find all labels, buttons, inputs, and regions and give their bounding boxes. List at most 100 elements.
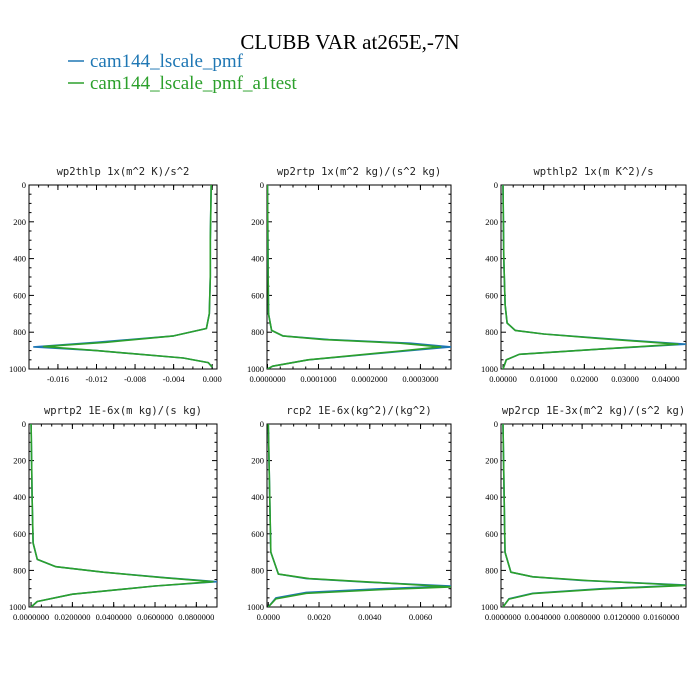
y-tick-label: 800 xyxy=(251,327,264,337)
series-line-2 xyxy=(502,185,679,369)
panel-title: wp2thlp 1x(m^2 K)/s^2 xyxy=(57,166,190,178)
x-tick-label: 0.0800000 xyxy=(178,612,214,622)
series-line-2 xyxy=(267,185,442,369)
x-tick-label: 0.000 xyxy=(203,374,222,384)
panel-title: wp2rcp 1E-3x(m^2 kg)/(s^2 kg) xyxy=(502,405,685,417)
series-line-1 xyxy=(502,185,686,369)
series-group xyxy=(32,185,213,368)
y-tick-label: 1000 xyxy=(9,364,26,374)
y-tick-label: 1000 xyxy=(481,364,498,374)
y-tick-label: 600 xyxy=(485,529,498,539)
y-tick-label: 800 xyxy=(13,327,26,337)
panel-3: wpthlp2 1x(m K^2)/s 0 200 400 600 800 10000.00… xyxy=(481,166,687,384)
series-group xyxy=(30,424,217,607)
y-tick-label: 600 xyxy=(13,529,26,539)
y-tick-label: 400 xyxy=(485,254,498,264)
y-tick-label: 200 xyxy=(251,456,264,466)
y-tick-label: 800 xyxy=(485,327,498,337)
x-tick-label: 0.0600000 xyxy=(137,612,173,622)
panels: wp2thlp 1x(m^2 K)/s^2 0 200 400 600 800 1000 -0… xyxy=(9,166,687,622)
y-tick-label: 200 xyxy=(13,217,26,227)
x-tick-label: 0.0160000 xyxy=(643,612,679,622)
x-tick-label: 0.0003000 xyxy=(402,374,438,384)
panel-2: wp2rtp 1x(m^2 kg)/(s^2 kg) 0 200 400 600 800 1… xyxy=(247,166,452,384)
x-tick-label: 0.0040 xyxy=(358,612,381,622)
series-line-1 xyxy=(267,424,451,607)
y-tick-label: 400 xyxy=(251,254,264,264)
panel-6: wp2rcp 1E-3x(m^2 kg)/(s^2 kg) 0 200 400 600 8… xyxy=(481,405,687,622)
panel-title: wpthlp2 1x(m K^2)/s xyxy=(533,166,653,178)
y-tick-label: 600 xyxy=(485,290,498,300)
x-tick-label: -0.012 xyxy=(86,374,108,384)
x-tick-label: -0.008 xyxy=(124,374,146,384)
panel-1: wp2thlp 1x(m^2 K)/s^2 0 200 400 600 800 1000 -0… xyxy=(9,166,222,384)
x-tick-label: 0.04000 xyxy=(652,374,680,384)
x-tick-label: 0.0200000 xyxy=(54,612,90,622)
legend-label-2: cam144_lscale_pmf_a1test xyxy=(90,73,298,94)
series-line-1 xyxy=(32,185,213,368)
x-tick-label: 0.02000 xyxy=(571,374,599,384)
y-tick-label: 1000 xyxy=(247,602,264,612)
series-group xyxy=(502,424,686,607)
panel-title: rcp2 1E-6x(kg^2)/(kg^2) xyxy=(286,405,431,417)
y-tick-label: 200 xyxy=(13,456,26,466)
panel-title: wp2rtp 1x(m^2 kg)/(s^2 kg) xyxy=(277,166,441,178)
y-tick-label: 400 xyxy=(485,492,498,502)
y-tick-label: 1000 xyxy=(9,602,26,612)
x-tick-label: 0.0040000 xyxy=(524,612,560,622)
legend: cam144_lscale_pmf cam144_lscale_pmf_a1te… xyxy=(68,51,298,94)
series-group xyxy=(267,424,451,607)
y-tick-label: 0 xyxy=(260,180,264,190)
y-tick-label: 200 xyxy=(251,217,264,227)
x-tick-label: -0.016 xyxy=(47,374,69,384)
y-tick-label: 400 xyxy=(251,492,264,502)
y-tick-label: 600 xyxy=(251,529,264,539)
plot-frame xyxy=(266,423,452,608)
series-group xyxy=(502,185,686,369)
x-tick-label: 0.0000000 xyxy=(13,612,49,622)
series-group xyxy=(267,185,451,369)
x-tick-label: 0.0060 xyxy=(409,612,432,622)
figure-title: CLUBB VAR at265E,-7N xyxy=(240,30,459,54)
x-tick-label: 0.0000000 xyxy=(485,612,521,622)
series-line-2 xyxy=(42,185,213,368)
y-tick-label: 200 xyxy=(485,456,498,466)
series-line-2 xyxy=(267,424,451,607)
panel-5: rcp2 1E-6x(kg^2)/(kg^2) 0 200 400 600 800 1000… xyxy=(247,405,452,622)
plot-frame xyxy=(500,423,687,608)
y-tick-label: 200 xyxy=(485,217,498,227)
y-tick-label: 0 xyxy=(22,419,26,429)
y-tick-label: 0 xyxy=(494,180,498,190)
y-tick-label: 400 xyxy=(13,492,26,502)
x-tick-label: 0.01000 xyxy=(530,374,558,384)
y-tick-label: 0 xyxy=(22,180,26,190)
series-line-2 xyxy=(502,424,686,607)
x-tick-label: 0.0000000 xyxy=(249,374,285,384)
x-tick-label: 0.0020 xyxy=(307,612,330,622)
y-tick-label: 600 xyxy=(251,290,264,300)
y-tick-label: 0 xyxy=(494,419,498,429)
y-tick-label: 0 xyxy=(260,419,264,429)
legend-label-1: cam144_lscale_pmf xyxy=(90,51,244,72)
series-line-2 xyxy=(30,424,214,607)
y-tick-label: 800 xyxy=(13,565,26,575)
x-tick-label: 0.03000 xyxy=(611,374,639,384)
y-tick-label: 800 xyxy=(251,565,264,575)
y-tick-label: 600 xyxy=(13,290,26,300)
y-tick-label: 400 xyxy=(13,254,26,264)
x-tick-label: 0.0120000 xyxy=(604,612,640,622)
y-tick-label: 800 xyxy=(485,565,498,575)
panel-4: wprtp2 1E-6x(m kg)/(s kg) 0 200 400 600 800 10… xyxy=(9,405,218,622)
x-tick-label: 0.0400000 xyxy=(96,612,132,622)
y-tick-label: 1000 xyxy=(481,602,498,612)
x-tick-label: 0.0000 xyxy=(257,612,280,622)
x-tick-label: -0.004 xyxy=(163,374,186,384)
x-tick-label: 0.0080000 xyxy=(564,612,600,622)
y-tick-label: 1000 xyxy=(247,364,264,374)
x-tick-label: 0.0002000 xyxy=(351,374,387,384)
plot-frame xyxy=(500,184,687,370)
x-tick-label: 0.0001000 xyxy=(300,374,336,384)
x-tick-label: 0.00000 xyxy=(489,374,517,384)
panel-title: wprtp2 1E-6x(m kg)/(s kg) xyxy=(44,405,202,417)
